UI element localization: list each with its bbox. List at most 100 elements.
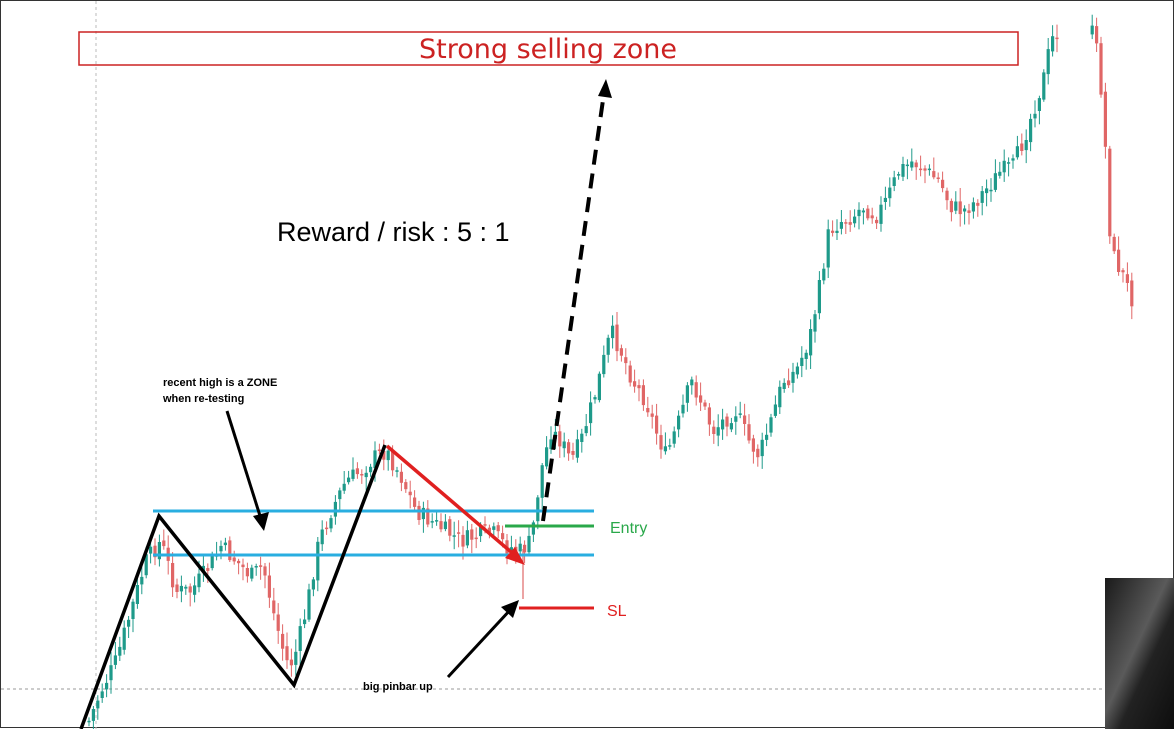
- candle-body: [386, 450, 390, 461]
- candle-body: [897, 174, 901, 176]
- candle-body: [694, 382, 698, 398]
- candle-body: [646, 408, 650, 413]
- candle-body: [1099, 43, 1103, 95]
- candle-body: [470, 529, 474, 540]
- target-arrow-dashed: [541, 92, 606, 522]
- candle-body: [1103, 91, 1107, 147]
- candle-body: [1015, 146, 1019, 158]
- candle-body: [338, 490, 342, 500]
- candle-body: [325, 527, 329, 530]
- candle-body: [210, 554, 214, 569]
- candle-body: [149, 546, 153, 554]
- candle-body: [531, 522, 535, 535]
- stop-loss-label: SL: [607, 603, 627, 620]
- candle-body: [941, 179, 945, 189]
- candle-body: [611, 325, 615, 339]
- candle-body: [993, 173, 997, 190]
- candle-body: [391, 451, 395, 471]
- candle-body: [289, 659, 293, 666]
- candle-body: [404, 482, 408, 490]
- candle-body: [584, 426, 588, 434]
- candle-body: [954, 201, 958, 211]
- candle-body: [413, 497, 417, 507]
- candle-body: [549, 439, 553, 450]
- candle-body: [1033, 113, 1037, 119]
- candle-body: [298, 626, 302, 651]
- candle-body: [536, 497, 540, 522]
- target-arrow-head: [598, 79, 612, 98]
- candle-body: [633, 381, 637, 387]
- candle-body: [725, 416, 729, 427]
- entry-label: Entry: [610, 520, 647, 537]
- candle-body: [967, 210, 971, 213]
- candle-body: [171, 563, 175, 588]
- candle-body: [430, 521, 434, 523]
- candle-body: [259, 565, 263, 567]
- candlestick-series: [87, 14, 1134, 729]
- candle-body: [1121, 270, 1125, 273]
- candle-body: [1046, 49, 1050, 75]
- candle-body: [971, 202, 975, 212]
- candle-body: [1125, 274, 1129, 283]
- candle-body: [448, 519, 452, 536]
- candle-body: [540, 465, 544, 498]
- zigzag-pattern-line: [79, 444, 387, 729]
- zone-note-arrow-line: [225, 410, 263, 520]
- candle-body: [527, 535, 531, 553]
- candle-body: [602, 354, 606, 375]
- candle-body: [382, 451, 386, 460]
- candle-body: [1051, 36, 1055, 52]
- candle-body: [822, 268, 826, 281]
- candle-body: [492, 526, 496, 530]
- candle-body: [831, 230, 835, 233]
- candle-body: [888, 187, 892, 199]
- candle-body: [1029, 118, 1033, 143]
- candle-body: [699, 395, 703, 403]
- candle-body: [817, 280, 821, 314]
- candle-body: [91, 709, 95, 721]
- zone-note-line2: when re-testing: [162, 393, 244, 405]
- candle-body: [857, 209, 861, 217]
- candle-body: [479, 525, 483, 537]
- candle-body: [303, 619, 307, 625]
- candle-body: [791, 371, 795, 383]
- candle-body: [580, 433, 584, 442]
- candle-body: [281, 633, 285, 649]
- candle-body: [637, 385, 641, 389]
- candle-body: [100, 691, 104, 698]
- candle-body: [250, 567, 254, 579]
- candle-body: [457, 532, 461, 534]
- candle-body: [285, 646, 289, 661]
- candle-body: [487, 527, 491, 533]
- candle-body: [316, 541, 320, 581]
- candle-body: [712, 426, 716, 434]
- candle-body: [263, 566, 267, 576]
- candle-body: [813, 314, 817, 332]
- candle-body: [597, 373, 601, 401]
- candle-body: [747, 424, 751, 441]
- candle-body: [377, 449, 381, 451]
- candle-body: [329, 518, 333, 529]
- candle-body: [562, 441, 566, 449]
- candle-body: [927, 168, 931, 171]
- candle-body: [707, 407, 711, 425]
- candle-body: [408, 491, 412, 496]
- candle-body: [914, 162, 918, 168]
- candle-body: [721, 419, 725, 430]
- candle-body: [655, 415, 659, 434]
- candle-body: [523, 544, 527, 553]
- candle-body: [756, 448, 760, 458]
- candle-body: [804, 352, 808, 359]
- candle-body: [342, 483, 346, 491]
- candle-body: [936, 177, 940, 179]
- candle-body: [998, 171, 1002, 176]
- candle-body: [641, 385, 645, 406]
- candle-body: [826, 229, 830, 268]
- candle-body: [870, 215, 874, 219]
- candle-body: [228, 540, 232, 561]
- candle-body: [1042, 72, 1046, 100]
- candle-body: [496, 525, 500, 532]
- candle-body: [738, 413, 742, 415]
- candle-body: [910, 161, 914, 168]
- pinbar-arrow-head: [501, 600, 519, 618]
